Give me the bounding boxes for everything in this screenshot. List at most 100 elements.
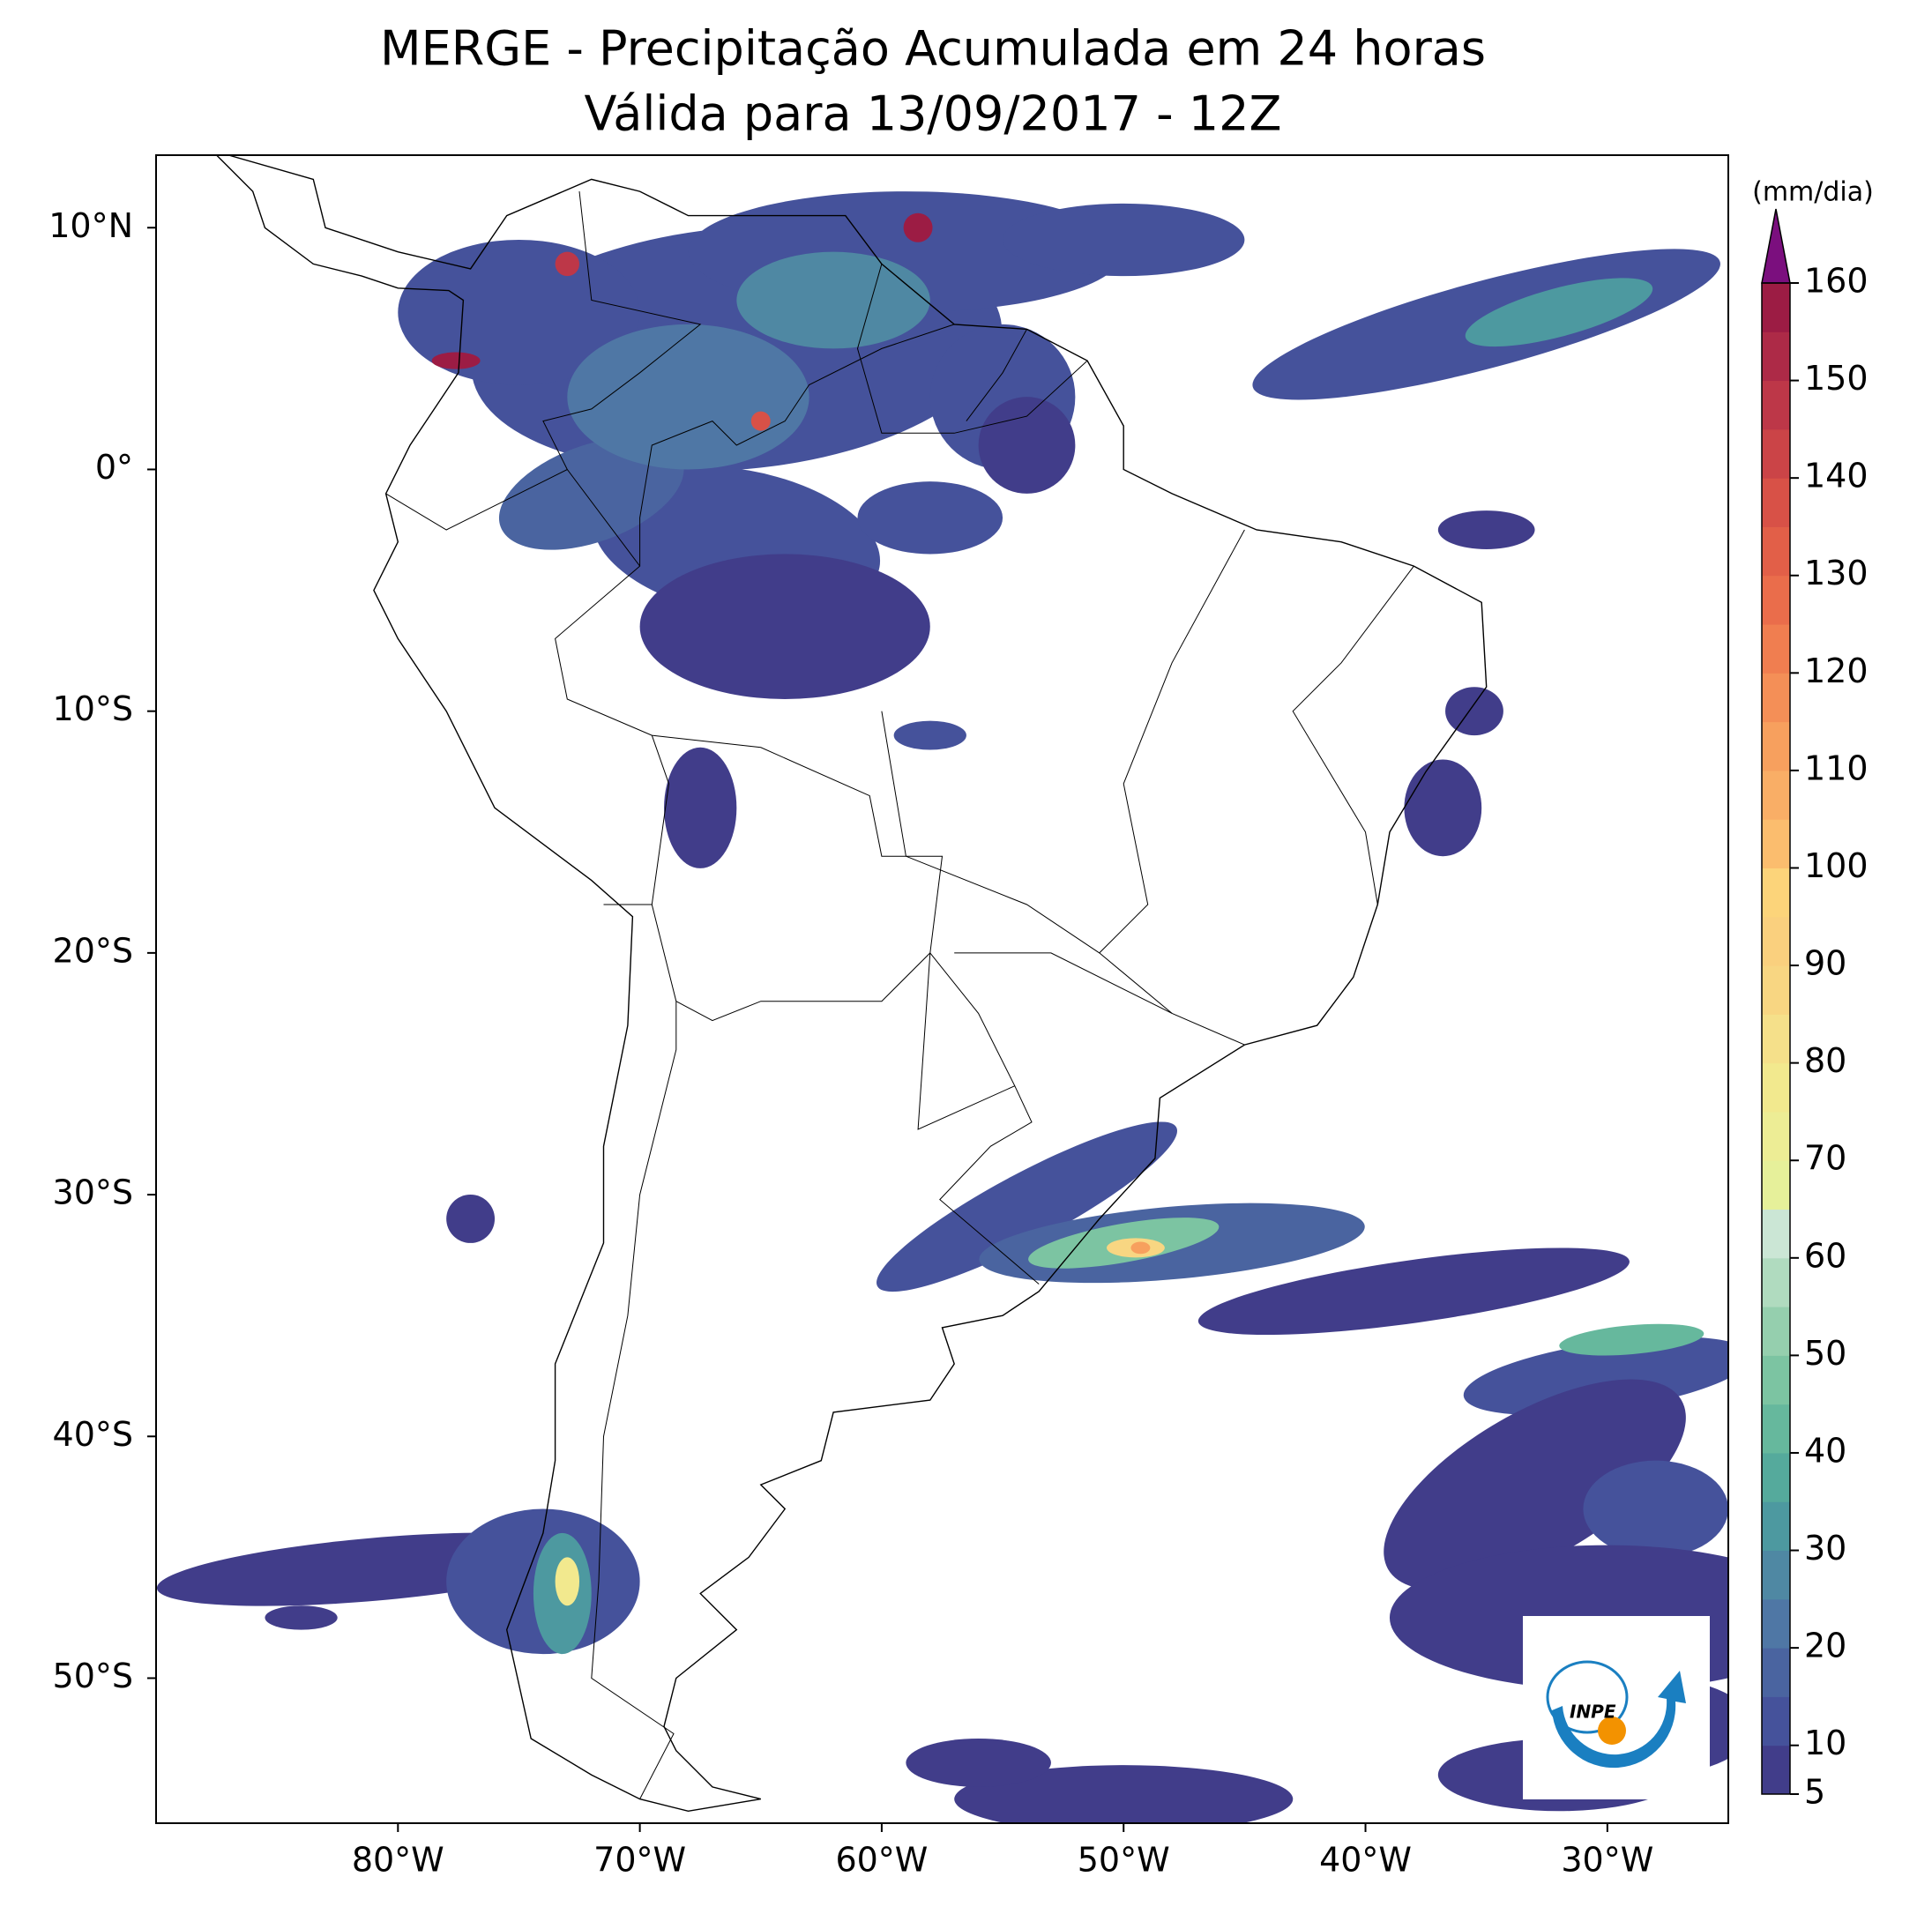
colorbar-segment	[1762, 1452, 1790, 1502]
x-tick-label: 40°W	[1319, 1841, 1412, 1880]
colorbar-segment	[1762, 916, 1790, 966]
colorbar-segment	[1762, 1745, 1790, 1795]
colorbar-tick-label: 120	[1804, 652, 1869, 690]
colorbar-tick-label: 100	[1804, 846, 1869, 885]
logo-ring	[1546, 1660, 1629, 1734]
colorbar-segment	[1762, 965, 1790, 1015]
colorbar-segment	[1762, 1014, 1790, 1064]
colorbar-segment	[1762, 1209, 1790, 1259]
precip-patch	[857, 481, 1003, 555]
colorbar-tick-label: 80	[1804, 1041, 1846, 1080]
colorbar-segment	[1762, 380, 1790, 430]
precip-patch	[555, 251, 580, 277]
border	[856, 264, 1088, 434]
x-tick-label: 60°W	[835, 1841, 928, 1880]
colorbar-segment	[1762, 673, 1790, 723]
colorbar-tick-label: 110	[1804, 748, 1869, 787]
colorbar-segment	[1762, 1404, 1790, 1454]
colorbar-segment	[1762, 770, 1790, 820]
precip-patch	[555, 1557, 580, 1606]
precip-patch	[446, 1195, 496, 1243]
colorbar-tick-label: 60	[1804, 1236, 1846, 1275]
colorbar-segment	[1762, 526, 1790, 577]
border	[675, 952, 931, 1022]
y-tick-label: 0°	[95, 448, 133, 487]
x-tick-label: 50°W	[1078, 1841, 1170, 1880]
border	[603, 734, 670, 905]
subtitle: Válida para 13/09/2017 - 12Z	[585, 86, 1282, 142]
border	[542, 191, 702, 470]
map-area	[156, 155, 1728, 1823]
colorbar-label: (mm/dia)	[1752, 177, 1874, 208]
precip-patch	[398, 239, 640, 385]
precip-patch	[1583, 1460, 1728, 1558]
colorbar-tick-label: 30	[1804, 1529, 1846, 1568]
border	[966, 329, 1027, 421]
precip-patch	[1463, 1337, 1728, 1416]
colorbar-segment	[1762, 283, 1790, 332]
precip-patch	[903, 212, 933, 242]
colorbar-segment	[1762, 1257, 1790, 1307]
precip-patch	[1465, 278, 1653, 347]
precip-patch	[431, 352, 481, 369]
precip-patch	[639, 554, 930, 699]
precip-patch	[1437, 510, 1535, 549]
precip-patch	[664, 747, 737, 868]
colorbar-tick-label: 140	[1804, 457, 1869, 495]
precip-patch	[893, 720, 966, 750]
colorbar-segment	[1762, 478, 1790, 527]
logo-arc	[1552, 1671, 1686, 1769]
precip-patch	[954, 1765, 1294, 1823]
colorbar-tick-label: 10	[1804, 1724, 1846, 1762]
colorbar-segment	[1762, 721, 1790, 771]
y-tick-label: 10°N	[48, 206, 133, 245]
y-tick-label: 20°S	[53, 931, 133, 970]
colorbar-tick-label: 150	[1804, 359, 1869, 398]
colorbar-segment	[1762, 1501, 1790, 1552]
logo-dot	[1598, 1717, 1626, 1745]
colorbar-segment	[1762, 624, 1790, 674]
colorbar-segment	[1762, 1696, 1790, 1746]
colorbar-tick-label: 40	[1804, 1431, 1846, 1470]
colorbar-segment	[1762, 1550, 1790, 1600]
colorbar-segment	[1762, 1111, 1790, 1161]
x-tick-label: 80°W	[352, 1841, 444, 1880]
precip-patch	[498, 437, 684, 550]
border	[881, 711, 1100, 954]
logo-box	[1523, 1616, 1710, 1799]
logo: INPE	[1523, 1616, 1710, 1799]
border	[917, 952, 1016, 1130]
logo-text: INPE	[1570, 1702, 1616, 1723]
colorbar-tick-label: 90	[1804, 944, 1846, 983]
colorbar-segment	[1762, 1307, 1790, 1356]
border	[1292, 565, 1414, 905]
colorbar-segment	[1762, 1355, 1790, 1405]
precip-patch	[736, 251, 930, 349]
colorbar-segment	[1762, 819, 1790, 868]
colorbar-segment	[1762, 331, 1790, 382]
colorbar-segment	[1762, 428, 1790, 479]
precip-patch	[906, 1739, 1051, 1787]
border	[591, 904, 677, 1799]
colorbar-segment	[1762, 1062, 1790, 1113]
precip-patch	[1445, 687, 1503, 736]
border	[1099, 529, 1245, 1014]
y-tick-label: 10°S	[53, 689, 133, 728]
colorbar-segment	[1762, 1160, 1790, 1210]
y-tick-label: 50°S	[53, 1657, 133, 1695]
colorbar-tick-label: 160	[1804, 262, 1869, 301]
colorbar-segment	[1762, 575, 1790, 625]
precip-patch	[1559, 1323, 1704, 1356]
colorbar-extend	[1761, 208, 1791, 284]
precip-patch	[1003, 203, 1245, 277]
y-tick-label: 40°S	[53, 1415, 133, 1454]
border	[954, 952, 1245, 1046]
colorbar-segment	[1762, 1598, 1790, 1649]
precip-patch	[1384, 1379, 1686, 1590]
colorbar-tick-label: 50	[1804, 1334, 1846, 1373]
x-tick-label: 70°W	[593, 1841, 686, 1880]
coastline	[156, 155, 1488, 1813]
x-tick-label: 30°W	[1561, 1841, 1653, 1880]
precip-patch	[1197, 1247, 1630, 1336]
